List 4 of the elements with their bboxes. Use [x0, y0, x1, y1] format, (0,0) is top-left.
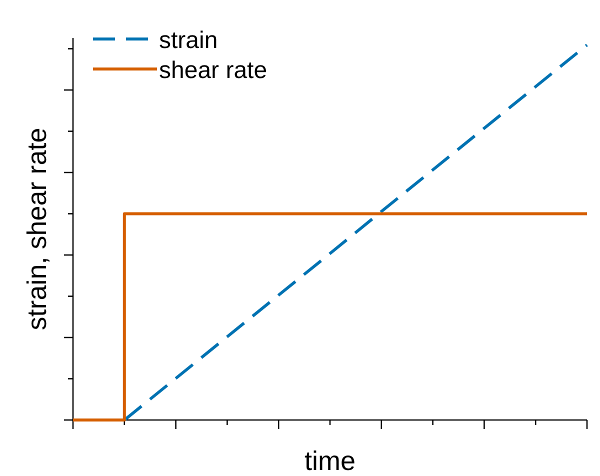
x-axis-title: time [304, 446, 356, 476]
legend-label: shear rate [159, 57, 268, 84]
legend-label: strain [159, 27, 218, 54]
y-axis-title: strain, shear rate [22, 128, 52, 330]
